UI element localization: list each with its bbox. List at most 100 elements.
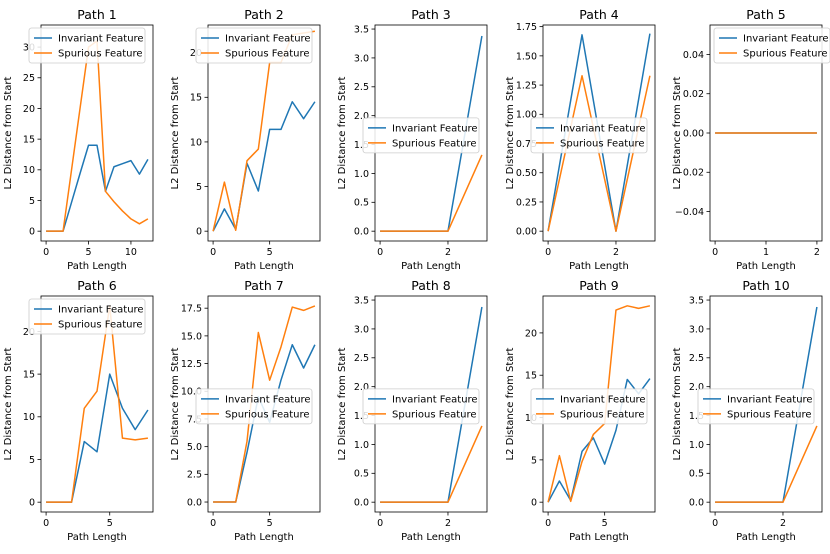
y-tick-label: 0 (196, 227, 202, 238)
series-line-spurious (380, 425, 483, 503)
legend-label: Spurious Feature (727, 409, 812, 420)
y-tick-label: 3.5 (354, 24, 369, 35)
legend-box (530, 117, 648, 154)
legend: Invariant Feature Spurious Feature (28, 27, 146, 64)
legend-label: Invariant Feature (225, 394, 311, 405)
legend-label: Invariant Feature (560, 394, 646, 405)
y-tick-label: 25 (23, 73, 35, 84)
legend: Invariant Feature Spurious Feature (697, 388, 815, 425)
subplot-title: Path 10 (742, 278, 789, 293)
y-tick-label: 0.5 (354, 469, 369, 480)
y-axis-label: L2 Distance from Start (505, 347, 516, 460)
y-tick-label: 3.5 (354, 295, 369, 306)
x-tick-label: 0 (545, 247, 551, 258)
series-line-spurious (213, 305, 316, 503)
y-axis-label: L2 Distance from Start (337, 347, 348, 460)
y-tick-label: 2.0 (354, 382, 369, 393)
x-tick-label: 5 (267, 518, 273, 529)
axes-frame (207, 24, 321, 242)
x-tick-label: 0 (545, 518, 551, 529)
axes-frame (709, 24, 823, 242)
y-tick-label: 3.0 (354, 53, 369, 64)
x-tick-label: 10 (125, 247, 137, 258)
subplot-title: Path 6 (77, 278, 116, 293)
y-tick-label: 0.25 (516, 197, 537, 208)
subplot-title: Path 3 (411, 7, 450, 22)
y-tick-label: 2.5 (187, 470, 202, 481)
legend-label: Spurious Feature (225, 409, 310, 420)
y-tick-label: 0.75 (516, 139, 537, 150)
y-tick-label: 20 (23, 104, 35, 115)
x-tick-label: 0 (210, 518, 216, 529)
subplot-title: Path 2 (244, 7, 283, 22)
y-tick-label: 10 (190, 137, 202, 148)
y-axis-label: L2 Distance from Start (3, 347, 14, 460)
y-tick-label: 15.0 (181, 331, 202, 342)
legend-label: Spurious Feature (560, 138, 645, 149)
y-tick-label: 0.0 (689, 498, 704, 509)
y-tick-label: 0.50 (516, 168, 537, 179)
y-tick-label: 20 (525, 328, 537, 339)
y-tick-label: 0.04 (683, 50, 704, 61)
y-tick-label: 2.5 (354, 353, 369, 364)
y-tick-label: 7.5 (187, 414, 202, 425)
subplot-title: Path 4 (579, 7, 618, 22)
x-axis-label: Path Length (569, 532, 629, 543)
legend-label: Spurious Feature (392, 409, 477, 420)
x-axis-label: Path Length (234, 261, 294, 272)
y-tick-label: 0.00 (683, 128, 704, 139)
y-tick-label: 1.5 (689, 411, 704, 422)
y-tick-label: 5 (29, 455, 35, 466)
y-tick-label: 0 (29, 227, 35, 238)
legend-label: Invariant Feature (560, 123, 646, 134)
legend: Invariant Feature Spurious Feature (362, 117, 480, 154)
y-tick-label: −0.04 (675, 207, 704, 218)
subplot-title: Path 7 (244, 278, 283, 293)
series-line-spurious (46, 305, 149, 503)
subplot-title: Path 5 (746, 7, 785, 22)
y-tick-label: 12.5 (181, 359, 202, 370)
legend: Invariant Feature Spurious Feature (28, 298, 146, 335)
y-tick-label: 0 (531, 498, 537, 509)
y-tick-label: 2.5 (689, 353, 704, 364)
legend-box (362, 117, 480, 154)
legend: Invariant Feature Spurious Feature (713, 27, 830, 64)
x-tick-label: 0 (377, 247, 383, 258)
y-tick-label: 2.0 (354, 111, 369, 122)
y-tick-label: 0.02 (683, 89, 704, 100)
series-line-invariant (46, 144, 149, 232)
y-tick-label: 1.75 (516, 22, 537, 33)
legend-label: Spurious Feature (58, 49, 143, 60)
x-tick-label: 5 (602, 518, 608, 529)
series-line-spurious (547, 305, 651, 503)
series-line-spurious (547, 74, 651, 232)
y-tick-label: 0 (29, 498, 35, 509)
x-axis-label: Path Length (569, 261, 629, 272)
x-tick-label: 0 (43, 247, 49, 258)
x-tick-label: 2 (780, 518, 786, 529)
y-tick-label: 1.00 (516, 110, 537, 121)
y-tick-label: 5 (29, 196, 35, 207)
y-tick-label: 1.0 (689, 440, 704, 451)
legend-box (697, 388, 815, 425)
legend: Invariant Feature Spurious Feature (530, 117, 648, 154)
x-axis-label: Path Length (401, 261, 461, 272)
x-tick-label: 0 (712, 518, 718, 529)
x-tick-label: 2 (613, 247, 619, 258)
legend-label: Invariant Feature (743, 34, 829, 45)
x-tick-label: 0 (712, 247, 718, 258)
y-tick-label: 1.0 (354, 169, 369, 180)
axes-frame (40, 24, 154, 242)
subplot-8: Path 8 0 2 0.0 0.5 1.0 1.5 2.0 2.5 3.0 3.5 Path Len… (337, 278, 488, 543)
legend-box (28, 27, 146, 64)
y-tick-label: 0.0 (354, 227, 369, 238)
y-tick-label: 5 (196, 182, 202, 193)
x-axis-label: Path Length (736, 532, 796, 543)
legend-label: Spurious Feature (560, 409, 645, 420)
x-tick-label: 0 (43, 518, 49, 529)
y-tick-label: 3.0 (354, 324, 369, 335)
series-line-invariant (212, 101, 316, 232)
